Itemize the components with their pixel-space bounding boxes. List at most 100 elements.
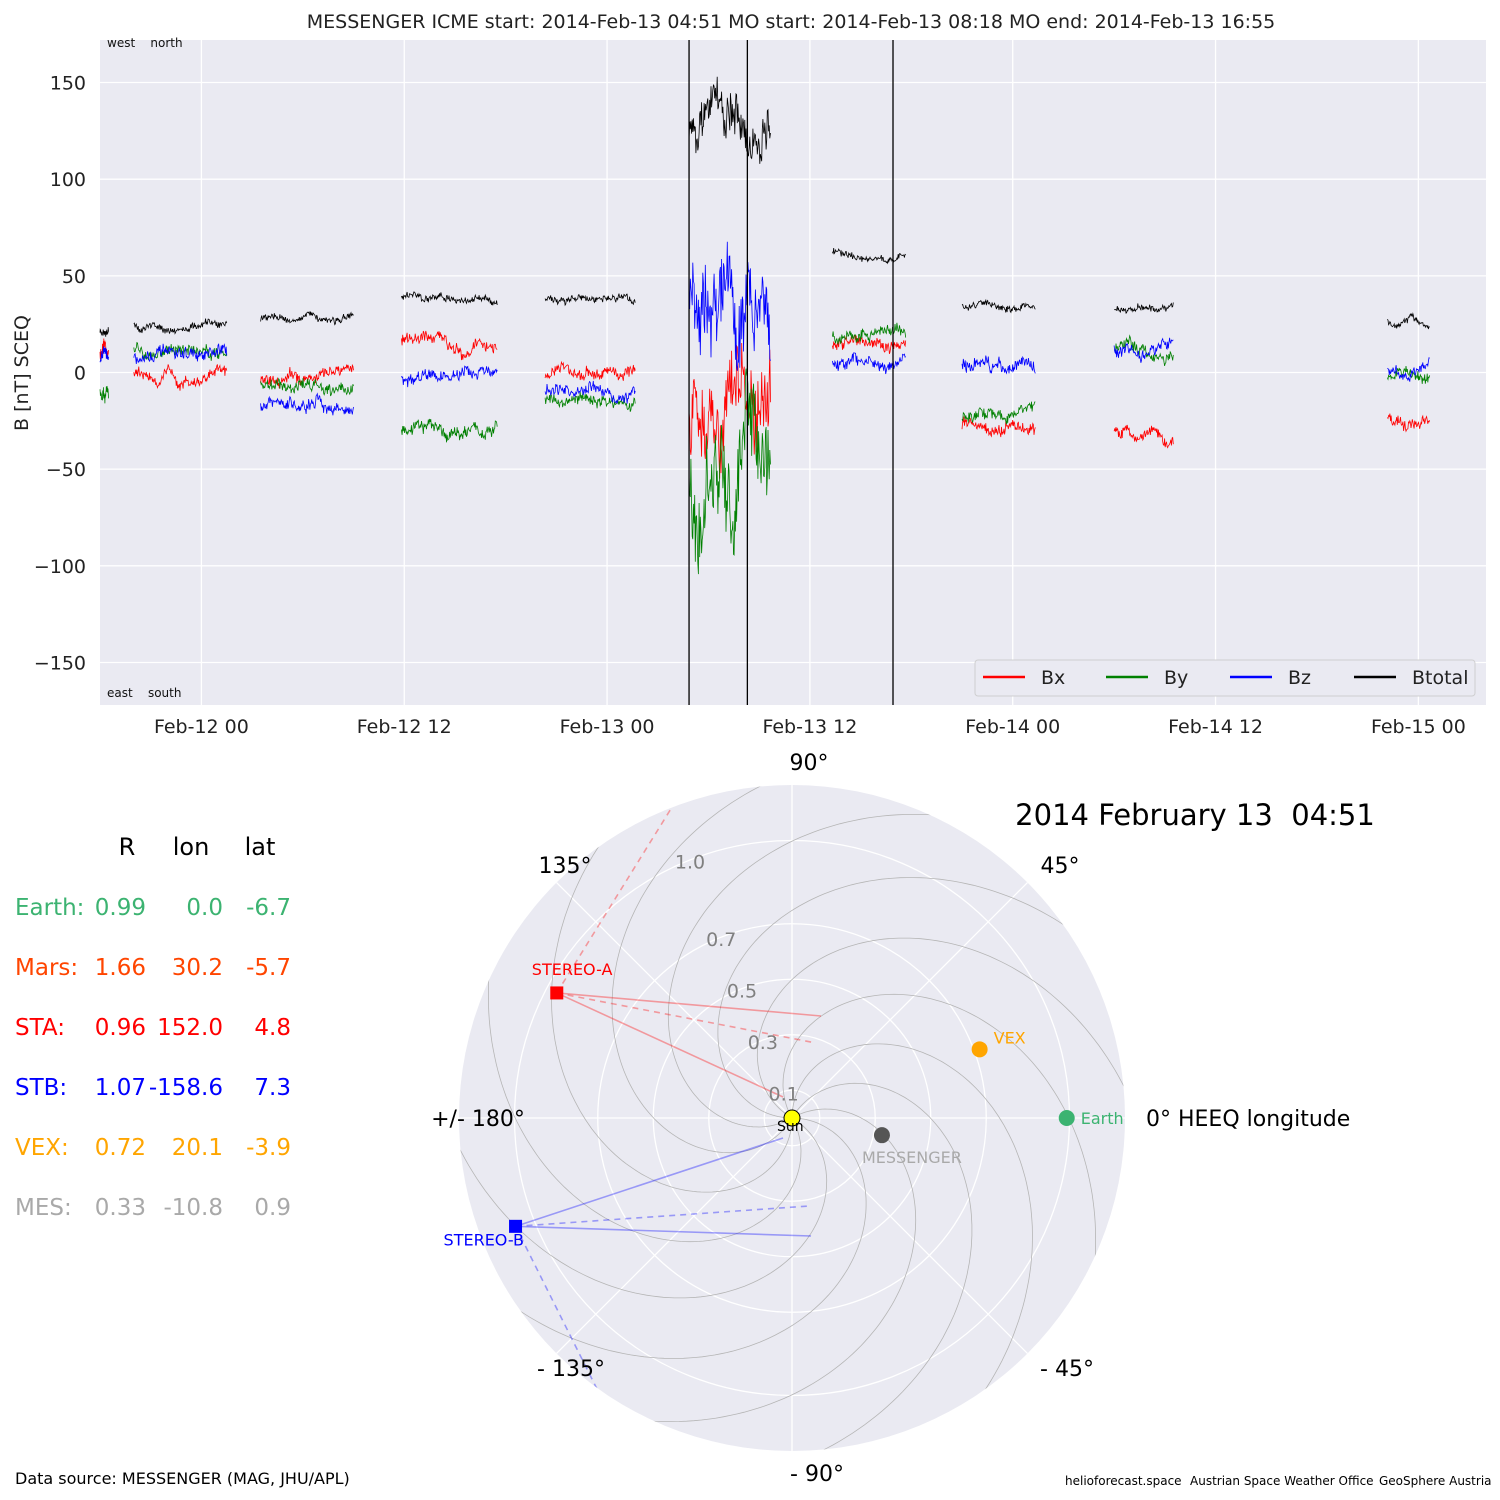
bz-trace <box>1387 357 1430 382</box>
x-tick-labels: Feb-12 00 Feb-12 12 Feb-13 00 Feb-13 12 Feb-… <box>154 716 1466 738</box>
view-line <box>556 992 822 1017</box>
table-row-name: Earth: <box>15 895 84 921</box>
table-row-lat: 4.8 <box>254 1015 291 1041</box>
table-header-r: R <box>119 833 136 861</box>
btotal-trace <box>688 76 771 164</box>
by-trace <box>401 418 498 443</box>
radial-tick-label: 0.3 <box>748 1032 778 1054</box>
legend-label-bz: Bz <box>1288 667 1311 689</box>
earth-marker <box>1058 1110 1075 1126</box>
table-row-lat: 0.9 <box>254 1195 291 1221</box>
table-row-lon: 0.0 <box>186 895 223 921</box>
bx-trace <box>1387 413 1431 433</box>
btotal-trace <box>1113 302 1174 314</box>
table-row-lon: 30.2 <box>172 955 223 981</box>
parker-spiral <box>782 993 1096 1302</box>
table-row-r: 1.66 <box>95 955 146 981</box>
bz-trace <box>99 346 109 363</box>
table-row-lon: 20.1 <box>172 1135 223 1161</box>
y-tick-label: 0 <box>74 363 86 385</box>
angular-gridline <box>791 1117 1028 1354</box>
view-line <box>556 992 817 1044</box>
view-line <box>515 1205 810 1228</box>
event-lines <box>688 40 894 705</box>
table-row-r: 0.96 <box>95 1015 146 1041</box>
stereo-b-marker <box>509 1219 523 1233</box>
view-line <box>515 1225 812 1237</box>
table-header-lat: lat <box>245 833 276 861</box>
bx-trace <box>544 360 636 381</box>
btotal-trace <box>133 318 228 335</box>
table-row-lat: -5.7 <box>246 955 291 981</box>
vex-marker <box>971 1041 988 1058</box>
parker-spiral <box>782 1082 973 1451</box>
by-trace <box>1113 334 1174 366</box>
by-trace <box>544 392 636 412</box>
table-row-lat: -6.7 <box>246 895 291 921</box>
timeseries-data <box>99 76 1431 575</box>
earth-label: Earth <box>1081 1109 1124 1128</box>
table-row-r: 1.07 <box>95 1075 146 1101</box>
angle-label: 0° HEEQ longitude <box>1146 1107 1350 1132</box>
bz-trace <box>544 380 636 404</box>
by-trace <box>961 401 1036 425</box>
btotal-trace <box>544 293 636 307</box>
legend-box <box>974 659 1476 697</box>
bz-trace <box>688 241 771 371</box>
parker-spiral <box>756 937 1125 1128</box>
parker-spiral <box>791 1043 1033 1426</box>
view-line <box>514 1225 601 1396</box>
table-row-lat: 7.3 <box>254 1075 291 1101</box>
by-trace <box>688 368 771 575</box>
table-header-lon: lon <box>173 833 210 861</box>
angle-label: 45° <box>1041 854 1080 879</box>
credit-text: GeoSphere Austria <box>1379 1474 1492 1488</box>
corner-label-bottom: east south <box>107 686 181 700</box>
angle-label: - 90° <box>790 1462 844 1487</box>
bx-trace <box>401 330 498 361</box>
table-row-name: VEX: <box>15 1135 69 1161</box>
table-row-lon: -10.8 <box>163 1195 223 1221</box>
parker-spiral <box>551 810 793 1193</box>
radial-tick-label: 1.0 <box>675 852 705 874</box>
table-row-name: STB: <box>15 1075 67 1101</box>
parker-spiral <box>611 785 802 1154</box>
parker-spiral <box>459 1108 828 1299</box>
magnetic-field-timeseries: MESSENGER ICME start: 2014-Feb-13 04:51 … <box>11 11 1486 738</box>
legend: Bx By Bz Btotal <box>974 659 1476 697</box>
polar-title: 2014 February 13 04:51 <box>1015 798 1375 832</box>
table-row-name: MES: <box>15 1195 72 1221</box>
table-row-lon: -158.6 <box>149 1075 223 1101</box>
legend-label-by: By <box>1164 667 1188 689</box>
bx-trace <box>688 342 771 479</box>
x-tick-label: Feb-12 12 <box>357 716 452 738</box>
messenger-marker <box>873 1127 890 1144</box>
btotal-trace <box>260 311 354 326</box>
data-source-note: Data source: MESSENGER (MAG, JHU/APL) <box>15 1469 350 1488</box>
stereo-b-label: STEREO-B <box>444 1230 524 1249</box>
btotal-trace <box>961 298 1036 314</box>
sun-marker <box>783 1109 801 1127</box>
btotal-trace <box>401 291 498 306</box>
table-row-lon: 152.0 <box>157 1015 223 1041</box>
messenger-label: MESSENGER <box>862 1148 962 1167</box>
by-trace <box>99 385 109 404</box>
polar-position-plot: 0.1 0.3 0.5 0.7 1.0 90° 45° 0° HEEQ longitude -… <box>431 751 1375 1487</box>
bz-trace <box>260 392 354 416</box>
y-tick-label: −50 <box>46 459 86 481</box>
table-row-name: STA: <box>15 1015 65 1041</box>
angle-labels: 90° 45° 0° HEEQ longitude - 45° - 90° - 135° +… <box>431 751 1350 1487</box>
y-tick-label: −100 <box>34 556 86 578</box>
vex-label: VEX <box>994 1028 1026 1047</box>
table-row-r: 0.72 <box>95 1135 146 1161</box>
y-tick-label: −150 <box>34 652 86 674</box>
angle-label: 90° <box>790 751 829 776</box>
btotal-trace <box>99 327 109 337</box>
radial-tick-label: 0.5 <box>727 980 757 1002</box>
x-tick-label: Feb-14 00 <box>965 716 1060 738</box>
credit-text: Austrian Space Weather Office <box>1190 1474 1374 1488</box>
y-tick-labels: 150 100 50 0 −50 −100 −150 <box>34 73 86 675</box>
bx-trace <box>961 416 1036 438</box>
